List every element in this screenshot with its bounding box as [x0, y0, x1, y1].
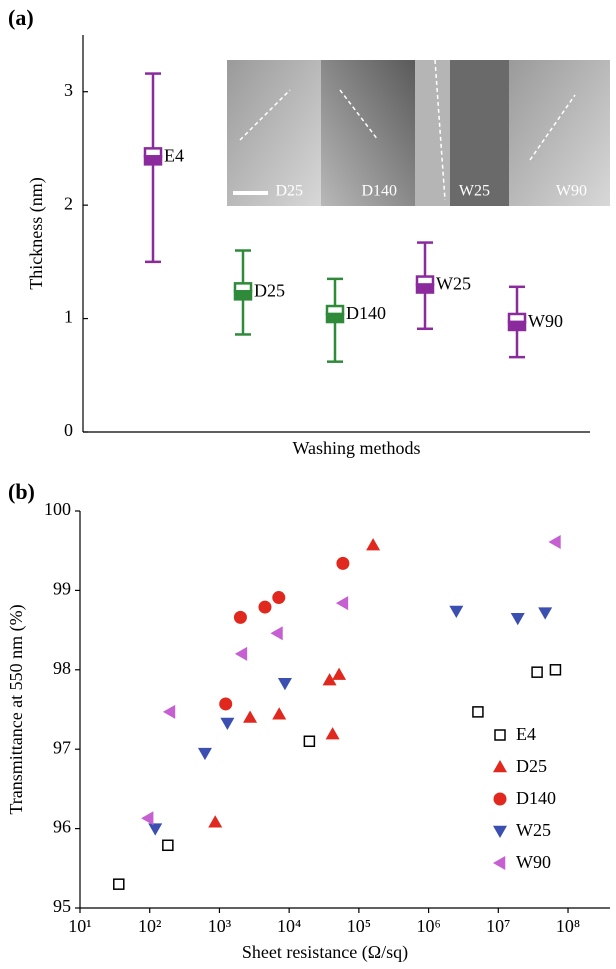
- x-tick-label: 10¹: [68, 916, 91, 936]
- marker: [162, 704, 176, 719]
- marker: [219, 697, 233, 711]
- category-label: D25: [254, 280, 285, 300]
- marker: [141, 811, 154, 826]
- category-label: D140: [346, 303, 386, 323]
- x-axis-label: Sheet resistance (Ω/sq): [242, 942, 408, 963]
- y-axis-label: Thickness (nm): [26, 177, 47, 289]
- x-axis-label: Washing methods: [292, 438, 420, 458]
- y-tick-label: 96: [53, 817, 71, 837]
- category-label: W90: [528, 311, 563, 331]
- marker: [449, 605, 464, 619]
- marker: [113, 878, 125, 890]
- legend-marker: [493, 760, 507, 773]
- legend-label: D140: [516, 788, 556, 808]
- legend-label: D25: [516, 756, 547, 776]
- marker: [336, 556, 350, 570]
- marker: [549, 664, 562, 676]
- inset-label: D25: [275, 183, 303, 200]
- marker: [548, 534, 561, 549]
- y-tick-label: 0: [64, 420, 73, 440]
- inset-image: [227, 59, 610, 206]
- y-tick-label: 1: [64, 307, 73, 327]
- marker: [270, 626, 283, 641]
- inset-label: W90: [556, 183, 587, 200]
- legend-marker: [493, 856, 506, 870]
- inset-label: D140: [361, 183, 397, 200]
- marker: [208, 815, 223, 828]
- x-tick-label: 10⁸: [556, 916, 580, 936]
- marker: [325, 727, 340, 740]
- box-lower: [233, 290, 253, 301]
- marker: [233, 610, 247, 624]
- marker: [277, 678, 292, 691]
- box-lower: [415, 283, 435, 294]
- inset-label: W25: [459, 183, 490, 200]
- x-tick-label: 10³: [208, 916, 232, 936]
- marker: [366, 538, 381, 551]
- marker: [510, 612, 525, 626]
- marker: [472, 706, 484, 718]
- panel-label: (a): [8, 5, 34, 30]
- y-tick-label: 99: [53, 579, 71, 599]
- legend-label: W25: [516, 820, 551, 840]
- marker: [272, 591, 286, 605]
- category-label: W25: [436, 274, 471, 294]
- y-tick-label: 95: [53, 896, 71, 916]
- x-tick-label: 10⁶: [416, 916, 440, 936]
- marker: [303, 735, 316, 748]
- box-lower: [325, 312, 345, 324]
- x-tick-label: 10²: [138, 916, 161, 936]
- marker: [197, 747, 212, 761]
- marker: [531, 666, 543, 678]
- legend-marker: [493, 825, 507, 838]
- marker: [220, 717, 235, 730]
- box-lower: [143, 155, 163, 166]
- marker: [272, 707, 287, 720]
- y-tick-label: 2: [64, 193, 73, 213]
- box-lower: [507, 320, 527, 332]
- legend-label: E4: [516, 724, 536, 744]
- marker: [234, 646, 248, 661]
- x-tick-label: 10⁷: [486, 916, 510, 936]
- x-tick-label: 10⁵: [347, 916, 371, 936]
- marker: [335, 596, 349, 611]
- category-label: E4: [164, 145, 184, 165]
- y-tick-label: 97: [53, 737, 71, 757]
- marker: [322, 673, 337, 686]
- legend-marker: [493, 792, 507, 806]
- y-axis-label: Transmittance at 550 nm (%): [6, 604, 27, 814]
- legend-marker: [494, 729, 506, 741]
- marker: [332, 667, 347, 680]
- y-tick-label: 100: [44, 499, 71, 519]
- marker: [148, 823, 163, 836]
- panel-label: (b): [8, 479, 35, 504]
- marker: [258, 600, 272, 614]
- marker: [538, 607, 553, 620]
- marker: [243, 710, 258, 723]
- x-tick-label: 10⁴: [277, 916, 301, 936]
- y-tick-label: 3: [64, 80, 73, 100]
- marker: [162, 839, 174, 852]
- y-tick-label: 98: [53, 658, 71, 678]
- legend-label: W90: [516, 852, 551, 872]
